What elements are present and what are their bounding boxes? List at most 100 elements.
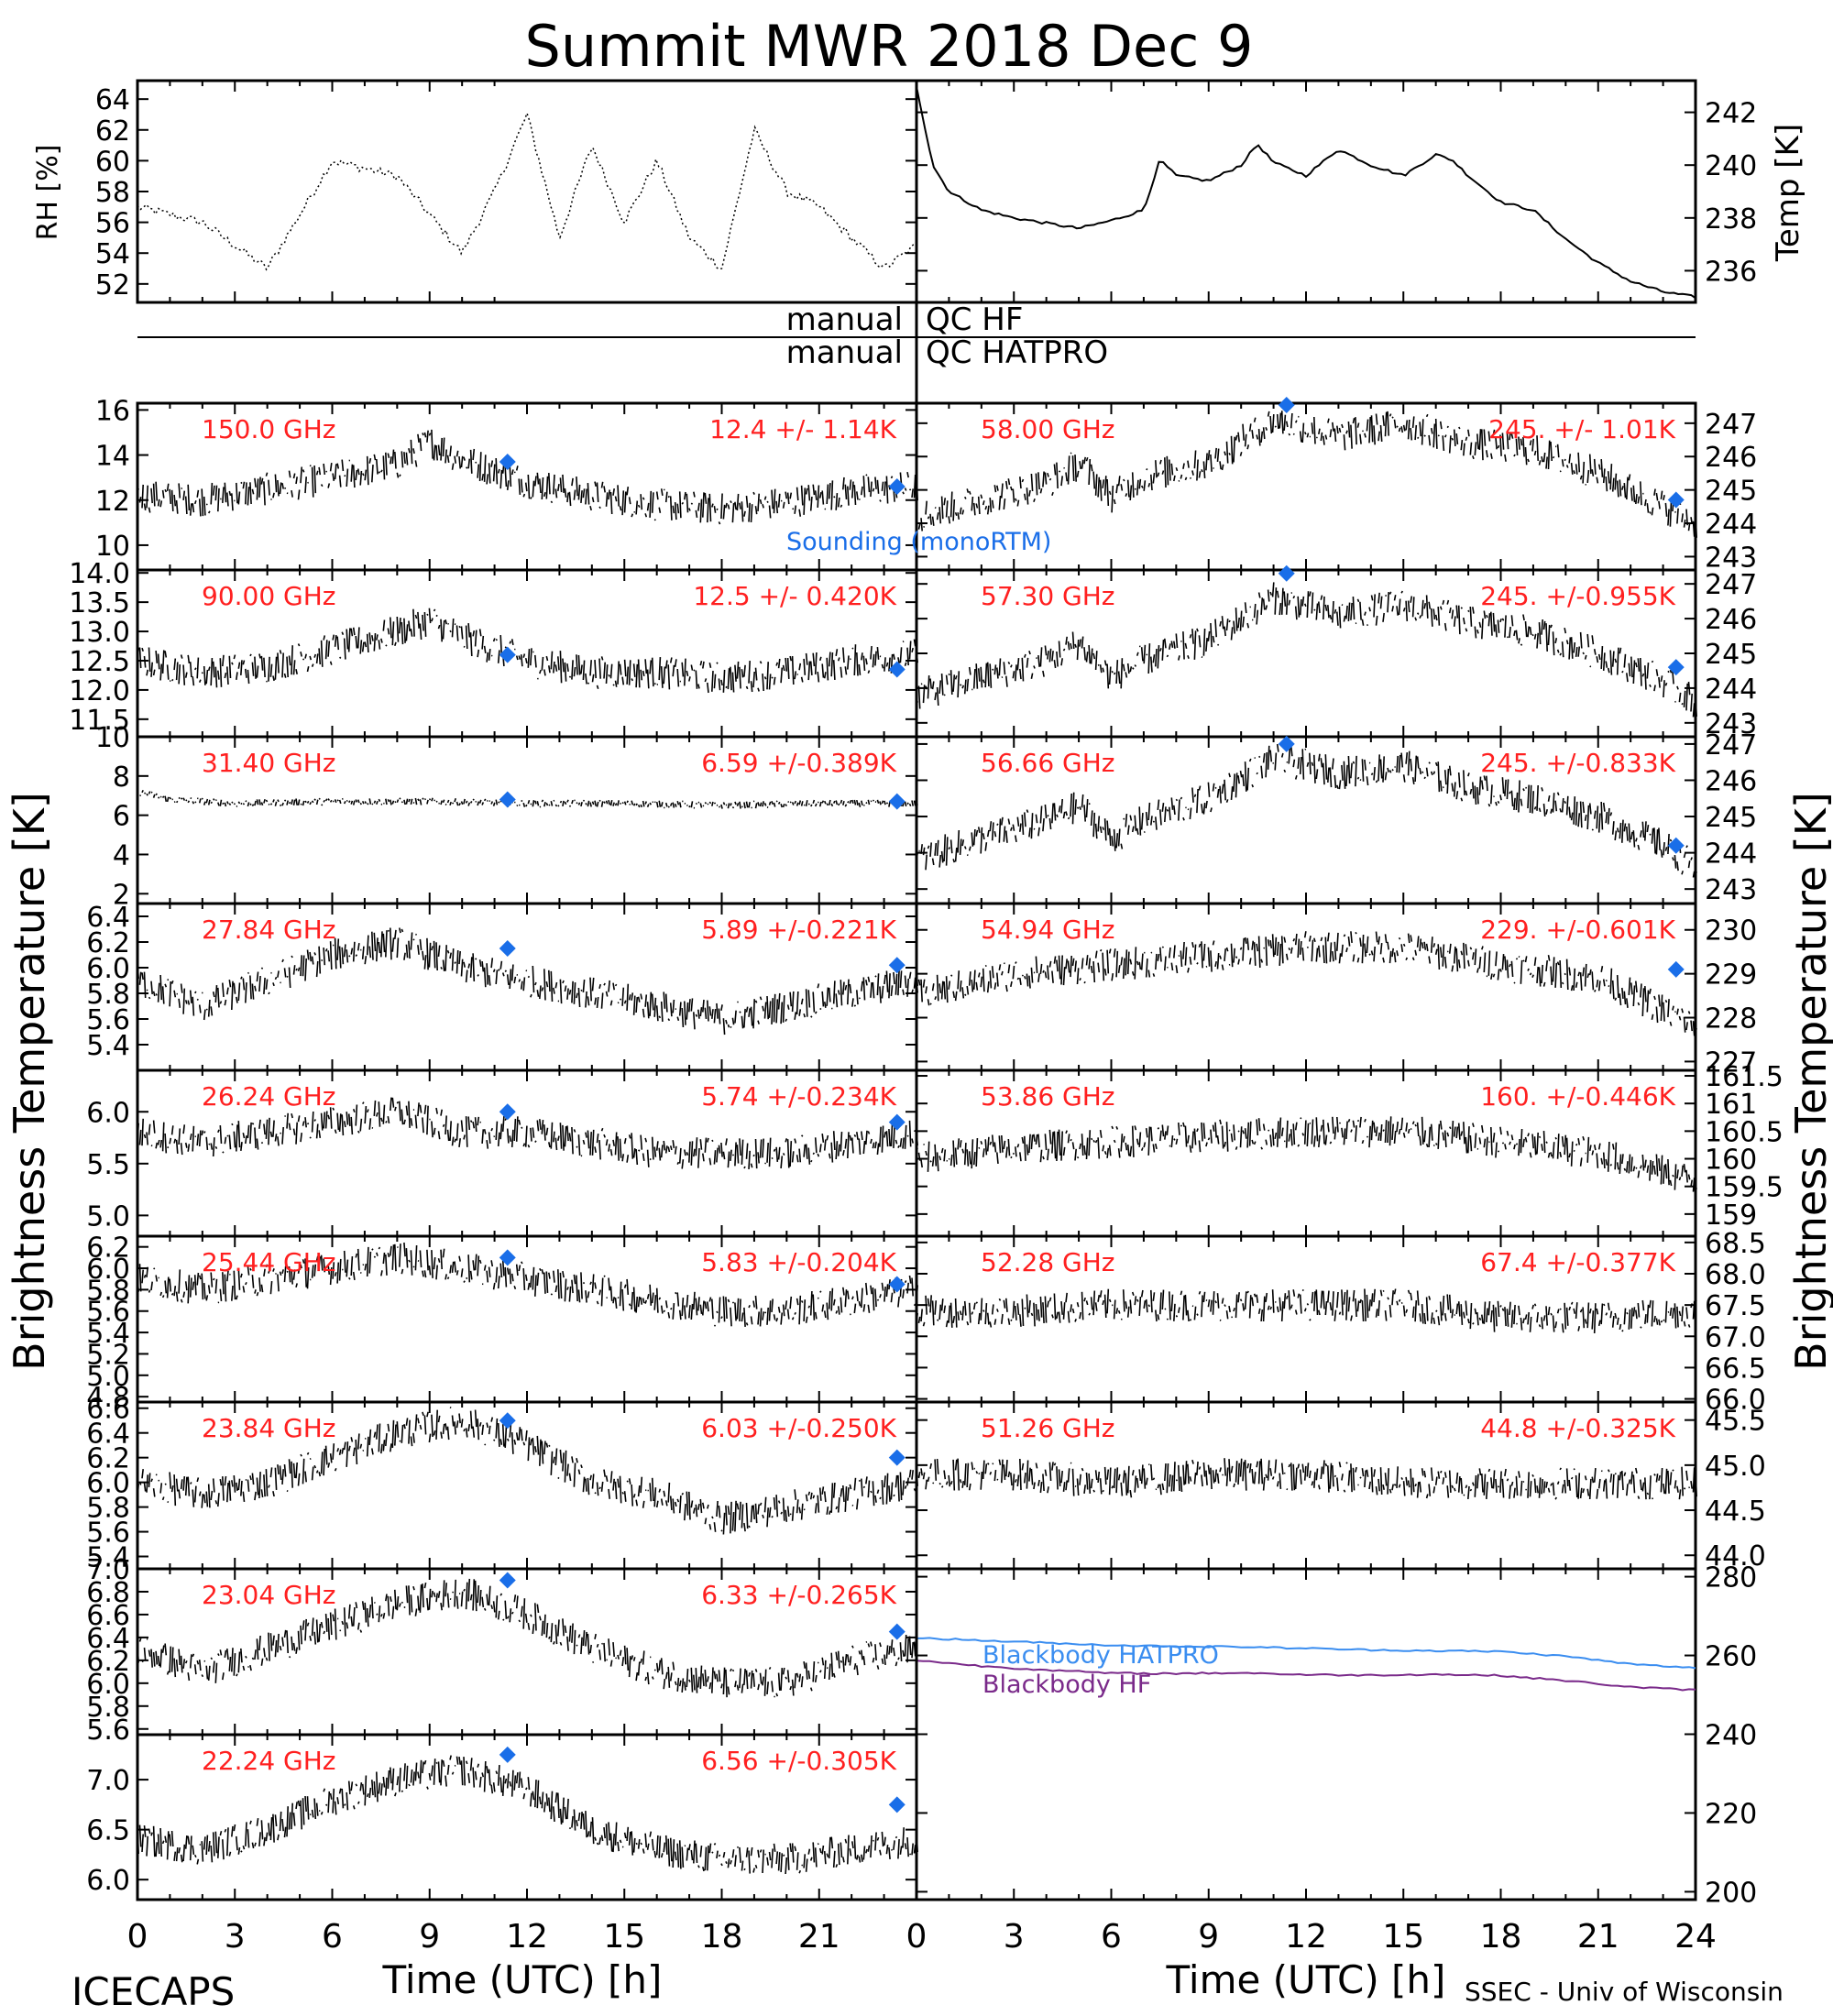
stats-label: 12.5 +/- 0.420K	[693, 581, 896, 611]
y-tick-label: 12	[95, 486, 130, 518]
stats-label: 5.83 +/-0.204K	[701, 1247, 896, 1277]
y-tick-label: 44.5	[1705, 1496, 1766, 1528]
frequency-label: 57.30 GHz	[981, 581, 1115, 611]
x-tick-label: 6	[322, 1918, 343, 1956]
series-points	[137, 608, 918, 694]
sounding-marker	[499, 646, 516, 663]
frequency-label: 23.04 GHz	[202, 1580, 336, 1610]
stats-label: 229. +/-0.601K	[1480, 915, 1675, 945]
panel-L7: 5.45.65.86.06.26.46.6 23.84 GHz 6.03 +/-0.…	[86, 1394, 918, 1574]
sounding-marker	[499, 1572, 516, 1589]
x-tick-label: 15	[603, 1918, 645, 1956]
y-tick-label: 6.5	[86, 1815, 130, 1847]
panel-L3: 2 4 6 8 10 31.40 GHz 6.59 +/-0.389K	[95, 722, 918, 911]
y-tick-label: 12.0	[69, 675, 130, 707]
sounding-marker	[1667, 659, 1685, 676]
y-tick-label: 4	[113, 839, 130, 871]
y-tick-label: 243	[1705, 874, 1757, 906]
y-tick-label: 161	[1705, 1089, 1757, 1121]
y-tick-label: 247	[1705, 569, 1757, 601]
y-tick-label: 67.0	[1705, 1321, 1766, 1353]
qc-hf-left: manual	[786, 301, 903, 338]
y-tick-label: 56	[95, 208, 130, 240]
bb-hatpro-legend: Blackbody HATPRO	[982, 1641, 1219, 1670]
sounding-marker	[1667, 837, 1685, 854]
y-tick-label: 60	[95, 146, 130, 178]
y-tick-label: 220	[1705, 1798, 1757, 1830]
sounding-marker	[499, 1103, 516, 1121]
footer-right: SSEC - Univ of Wisconsin	[1465, 1977, 1784, 2007]
y-tick-label: 6	[113, 801, 130, 833]
x-tick-label: 18	[701, 1918, 743, 1956]
y-tick-label: 236	[1705, 256, 1757, 288]
x-tick-label: 12	[1285, 1918, 1327, 1956]
frequency-label: 31.40 GHz	[202, 748, 336, 778]
panel-frame	[915, 79, 1697, 304]
series-points	[916, 1116, 1697, 1192]
y-tick-label: 14	[95, 441, 130, 473]
x-axis-label-right: Time (UTC) [h]	[1166, 1957, 1446, 2002]
panel-frame	[915, 1567, 1697, 1901]
chart-title: Summit MWR 2018 Dec 9	[525, 13, 1254, 80]
panels: 5254565860626423623824024210121416150.0 …	[69, 79, 1784, 1909]
sounding-marker	[499, 453, 516, 470]
y-tick-label: 58	[95, 177, 130, 209]
rh-axis-label: RH [%]	[32, 145, 64, 241]
y-tick-label: 64	[95, 84, 130, 116]
stats-label: 5.74 +/-0.234K	[701, 1081, 896, 1112]
frequency-label: 23.84 GHz	[202, 1413, 336, 1443]
panel-R7: 44.0 44.5 45.0 45.5 51.26 GHz 44.8 +/-0.325K	[915, 1400, 1766, 1572]
stats-label: 6.03 +/-0.250K	[701, 1413, 896, 1443]
y-tick-label: 12.5	[69, 646, 130, 678]
y-tick-label: 227	[1705, 1046, 1757, 1079]
sounding-marker	[1278, 397, 1295, 413]
frequency-label: 54.94 GHz	[981, 915, 1115, 945]
y-tick-label: 228	[1705, 1003, 1757, 1035]
sounding-marker	[888, 1623, 906, 1640]
series-line-1	[916, 1637, 1696, 1670]
frequency-label: 52.28 GHz	[981, 1247, 1115, 1277]
sounding-marker	[1278, 564, 1295, 582]
y-tick-label: 5.6	[86, 1517, 130, 1550]
y-tick-label: 260	[1705, 1641, 1757, 1673]
frequency-label: 56.66 GHz	[981, 748, 1115, 778]
y-tick-label: 246	[1705, 442, 1757, 474]
y-tick-label: 45.5	[1705, 1406, 1766, 1438]
y-tick-label: 6.0	[86, 1254, 130, 1286]
y-tick-label: 244	[1705, 509, 1757, 541]
sounding-marker	[499, 1412, 516, 1430]
x-tick-label: 6	[1101, 1918, 1122, 1956]
frequency-label: 90.00 GHz	[202, 581, 336, 611]
series-points	[137, 1578, 918, 1698]
series-line	[137, 111, 917, 271]
y-axis-label-left: Brightness Temperature [K]	[5, 792, 54, 1371]
y-tick-label: 6.2	[86, 1233, 130, 1265]
y-tick-label: 245	[1705, 476, 1757, 508]
stats-label: 6.59 +/-0.389K	[701, 748, 896, 778]
sounding-marker	[499, 1746, 516, 1763]
stats-label: 245. +/-0.955K	[1480, 581, 1675, 611]
y-tick-label: 5.4	[86, 1318, 130, 1350]
stats-label: 67.4 +/-0.377K	[1480, 1247, 1675, 1277]
y-tick-label: 6.0	[86, 953, 130, 985]
frequency-label: 27.84 GHz	[202, 915, 336, 945]
y-tick-label: 6.6	[86, 1600, 130, 1632]
series-line-2	[916, 1660, 1696, 1692]
panel-R6: 66.066.567.067.568.068.5 52.28 GHz 67.4 +/…	[915, 1228, 1766, 1417]
y-tick-label: 5.6	[86, 1715, 130, 1747]
sounding-marker	[888, 478, 906, 495]
stats-label: 6.33 +/-0.265K	[701, 1580, 896, 1610]
panel-L1: 10 12 14 16 150.0 GHz 12.4 +/- 1.14K	[95, 395, 918, 572]
sounding-marker	[888, 1276, 906, 1293]
y-tick-label: 66.5	[1705, 1353, 1766, 1385]
series-points	[916, 931, 1697, 1036]
y-tick-label: 229	[1705, 959, 1757, 992]
series-line	[916, 86, 1696, 300]
series-points	[137, 787, 918, 809]
stats-label: 5.89 +/-0.221K	[701, 915, 896, 945]
frequency-label: 26.24 GHz	[202, 1081, 336, 1112]
temp-axis-label: Temp [K]	[1770, 124, 1806, 262]
qc-hatpro-left: manual	[786, 334, 903, 371]
y-tick-label: 66.0	[1705, 1385, 1766, 1417]
